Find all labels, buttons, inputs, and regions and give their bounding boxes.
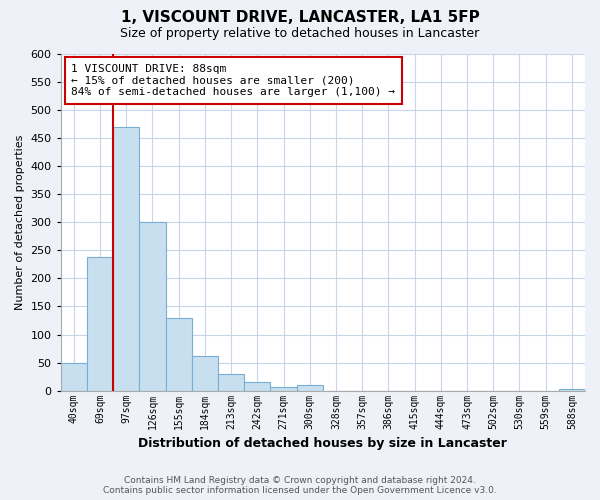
Text: Contains HM Land Registry data © Crown copyright and database right 2024.
Contai: Contains HM Land Registry data © Crown c…: [103, 476, 497, 495]
X-axis label: Distribution of detached houses by size in Lancaster: Distribution of detached houses by size …: [139, 437, 507, 450]
Bar: [139, 222, 166, 390]
Bar: [559, 389, 585, 390]
Text: 1 VISCOUNT DRIVE: 88sqm
← 15% of detached houses are smaller (200)
84% of semi-d: 1 VISCOUNT DRIVE: 88sqm ← 15% of detache…: [71, 64, 395, 98]
Bar: [271, 386, 296, 390]
Bar: [218, 374, 244, 390]
Bar: [166, 318, 192, 390]
Y-axis label: Number of detached properties: Number of detached properties: [15, 134, 25, 310]
Bar: [61, 362, 87, 390]
Bar: [87, 257, 113, 390]
Bar: [192, 356, 218, 390]
Text: 1, VISCOUNT DRIVE, LANCASTER, LA1 5FP: 1, VISCOUNT DRIVE, LANCASTER, LA1 5FP: [121, 10, 479, 25]
Bar: [244, 382, 271, 390]
Bar: [296, 385, 323, 390]
Bar: [113, 127, 139, 390]
Text: Size of property relative to detached houses in Lancaster: Size of property relative to detached ho…: [121, 28, 479, 40]
